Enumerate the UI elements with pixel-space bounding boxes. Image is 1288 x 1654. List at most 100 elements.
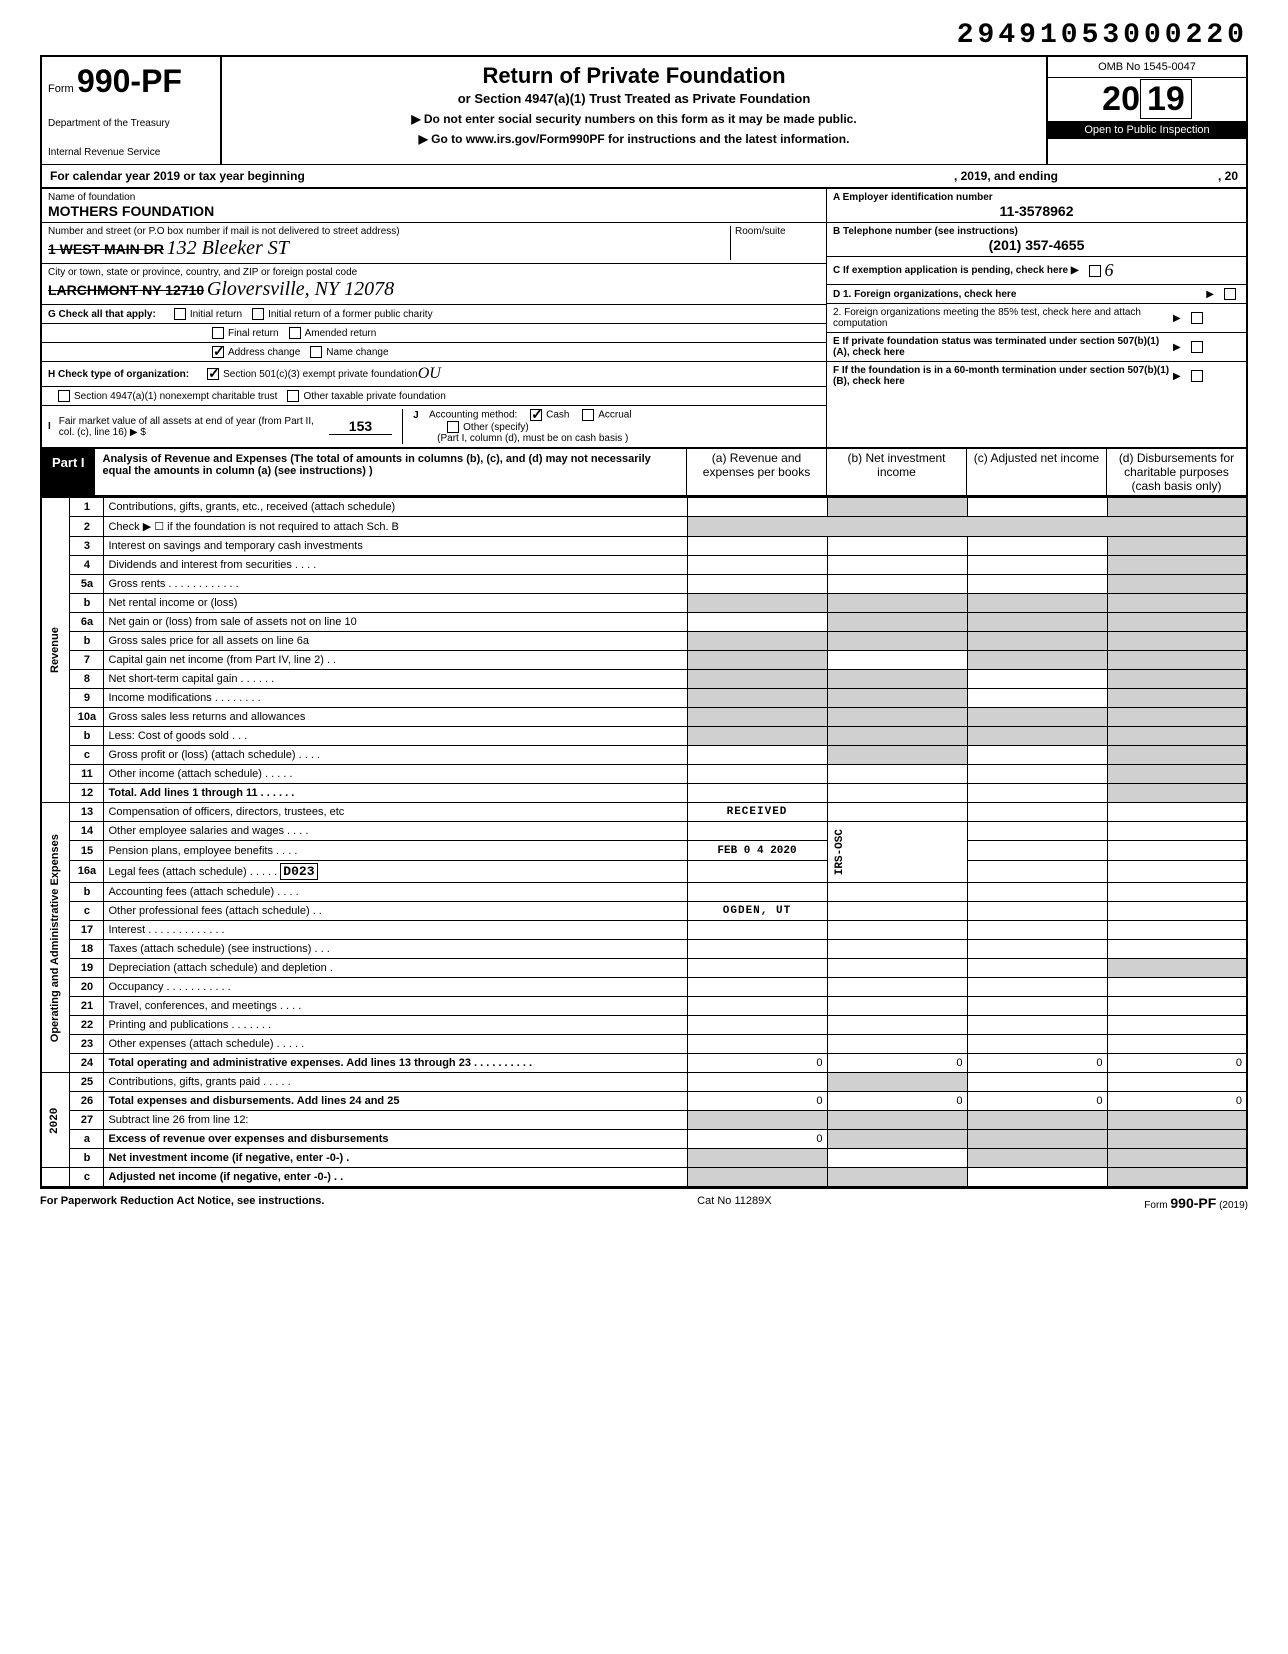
city-old: LARCHMONT NY 12710 (48, 282, 204, 298)
checkbox-final-return[interactable] (212, 327, 224, 339)
table-row: 9Income modifications . . . . . . . . (41, 689, 1247, 708)
dln-code: 29491053000220 (40, 20, 1248, 51)
table-row: bAccounting fees (attach schedule) . . .… (41, 883, 1247, 902)
stamp-ogden: OGDEN, UT (687, 902, 827, 921)
part1-tab: Part I (42, 449, 95, 495)
tax-year: 2019 (1048, 78, 1246, 121)
table-row: 15Pension plans, employee benefits . . .… (41, 841, 1247, 860)
form-title: Return of Private Foundation (232, 63, 1036, 89)
section-h: H Check type of organization: Section 50… (42, 362, 826, 387)
checkbox-name-change[interactable] (310, 346, 322, 358)
expenses-side-label: Operating and Administrative Expenses (41, 803, 70, 1073)
dept-line-2: Internal Revenue Service (48, 147, 214, 158)
table-row: 24Total operating and administrative exp… (41, 1054, 1247, 1073)
dept-line-1: Department of the Treasury (48, 118, 214, 129)
form-year-block: OMB No 1545-0047 2019 Open to Public Ins… (1046, 57, 1246, 164)
checkbox-4947[interactable] (58, 390, 70, 402)
table-row: 4Dividends and interest from securities … (41, 556, 1247, 575)
j-text: Accounting method: (429, 410, 517, 421)
cal-year-end-lbl: , 2019, and ending (954, 169, 1058, 183)
foundation-name: MOTHERS FOUNDATION (48, 203, 820, 219)
fmv-value: 153 (329, 418, 392, 435)
form-title-block: Return of Private Foundation or Section … (222, 57, 1046, 164)
checkbox-e[interactable] (1191, 341, 1203, 353)
form-number: 990-PF (77, 63, 182, 99)
table-row: 22Printing and publications . . . . . . … (41, 1016, 1247, 1035)
room-suite-label: Room/suite (730, 226, 820, 260)
cal-year-end: , 20 (1218, 169, 1238, 183)
checkbox-initial-return[interactable] (174, 308, 186, 320)
table-row: cOther professional fees (attach schedul… (41, 902, 1247, 921)
checkbox-cash[interactable] (530, 409, 542, 421)
calendar-year-line: For calendar year 2019 or tax year begin… (40, 164, 1248, 189)
d2-label: 2. Foreign organizations meeting the 85%… (833, 307, 1173, 329)
g-label: G Check all that apply: (48, 309, 156, 320)
street-handwritten: 132 Bleeker ST (167, 237, 289, 259)
checkbox-address-change[interactable] (212, 346, 224, 358)
checkbox-d2[interactable] (1191, 312, 1203, 324)
phone-value: (201) 357-4655 (833, 237, 1240, 253)
table-row: cAdjusted net income (if negative, enter… (41, 1168, 1247, 1188)
form-subtitle: or Section 4947(a)(1) Trust Treated as P… (232, 91, 1036, 106)
table-row: 16aLegal fees (attach schedule) . . . . … (41, 860, 1247, 882)
instr-line-2: ▶ Go to www.irs.gov/Form990PF for instru… (232, 132, 1036, 146)
city-label: City or town, state or province, country… (48, 267, 820, 278)
omb-number: OMB No 1545-0047 (1048, 57, 1246, 78)
checkbox-amended[interactable] (289, 327, 301, 339)
table-row: 3Interest on savings and temporary cash … (41, 537, 1247, 556)
checkbox-c[interactable] (1089, 265, 1101, 277)
table-row: 2020 25Contributions, gifts, grants paid… (41, 1073, 1247, 1092)
phone-label: B Telephone number (see instructions) (833, 226, 1240, 237)
table-row: Operating and Administrative Expenses 13… (41, 803, 1247, 822)
section-g: G Check all that apply: Initial return I… (42, 305, 826, 324)
checkbox-d1[interactable] (1224, 288, 1236, 300)
table-row: bGross sales price for all assets on lin… (41, 632, 1247, 651)
revenue-side-label: Revenue (41, 498, 70, 803)
checkbox-accrual[interactable] (582, 409, 594, 421)
foundation-name-cell: Name of foundation MOTHERS FOUNDATION (42, 189, 826, 223)
table-row: 2Check ▶ ☐ if the foundation is not requ… (41, 517, 1247, 537)
section-g-row3: Address change Name change (42, 343, 826, 362)
open-inspection: Open to Public Inspection (1048, 121, 1246, 139)
col-b-hdr: (b) Net investment income (826, 449, 966, 495)
h-label: H Check type of organization: (48, 369, 189, 380)
part1-desc: Analysis of Revenue and Expenses (The to… (95, 449, 686, 495)
d1-cell: D 1. Foreign organizations, check here ▶ (827, 285, 1246, 304)
d1-label: D 1. Foreign organizations, check here (833, 289, 1016, 300)
table-row: 19Depreciation (attach schedule) and dep… (41, 959, 1247, 978)
footer-right: Form 990-PF (2019) (1144, 1195, 1248, 1211)
table-row: 10aGross sales less returns and allowanc… (41, 708, 1247, 727)
stamp-year-side: 2020 (41, 1073, 70, 1168)
section-g-row2: Final return Amended return (42, 324, 826, 343)
e-label: E If private foundation status was termi… (833, 336, 1173, 358)
page-footer: For Paperwork Reduction Act Notice, see … (40, 1188, 1248, 1217)
checkbox-other-method[interactable] (447, 421, 459, 433)
checkbox-initial-former[interactable] (252, 308, 264, 320)
checkbox-501c3[interactable] (207, 368, 219, 380)
stamp-received: RECEIVED (687, 803, 827, 822)
phone-cell: B Telephone number (see instructions) (2… (827, 223, 1246, 257)
table-row: 6aNet gain or (loss) from sale of assets… (41, 613, 1247, 632)
ein-value: 11-3578962 (833, 203, 1240, 219)
col-a-hdr: (a) Revenue and expenses per books (686, 449, 826, 495)
table-row: 18Taxes (attach schedule) (see instructi… (41, 940, 1247, 959)
table-row: bNet rental income or (loss) (41, 594, 1247, 613)
footer-mid: Cat No 11289X (697, 1195, 771, 1211)
table-row: 11Other income (attach schedule) . . . .… (41, 765, 1247, 784)
street-cell: Number and street (or P.O box number if … (42, 223, 826, 264)
e-cell: E If private foundation status was termi… (827, 333, 1246, 362)
i-label: I (48, 421, 51, 432)
table-row: aExcess of revenue over expenses and dis… (41, 1130, 1247, 1149)
col-d-hdr: (d) Disbursements for charitable purpose… (1106, 449, 1246, 495)
checkbox-other-taxable[interactable] (287, 390, 299, 402)
checkbox-f[interactable] (1191, 370, 1203, 382)
city-handwritten: Gloversville, NY 12078 (207, 278, 394, 300)
table-row: 12Total. Add lines 1 through 11 . . . . … (41, 784, 1247, 803)
name-label: Name of foundation (48, 192, 820, 203)
c-cell: C If exemption application is pending, c… (827, 257, 1246, 285)
ein-label: A Employer identification number (833, 192, 1240, 203)
city-cell: City or town, state or province, country… (42, 264, 826, 305)
footer-left: For Paperwork Reduction Act Notice, see … (40, 1195, 324, 1211)
street-label: Number and street (or P.O box number if … (48, 226, 730, 237)
table-row: 8Net short-term capital gain . . . . . . (41, 670, 1247, 689)
